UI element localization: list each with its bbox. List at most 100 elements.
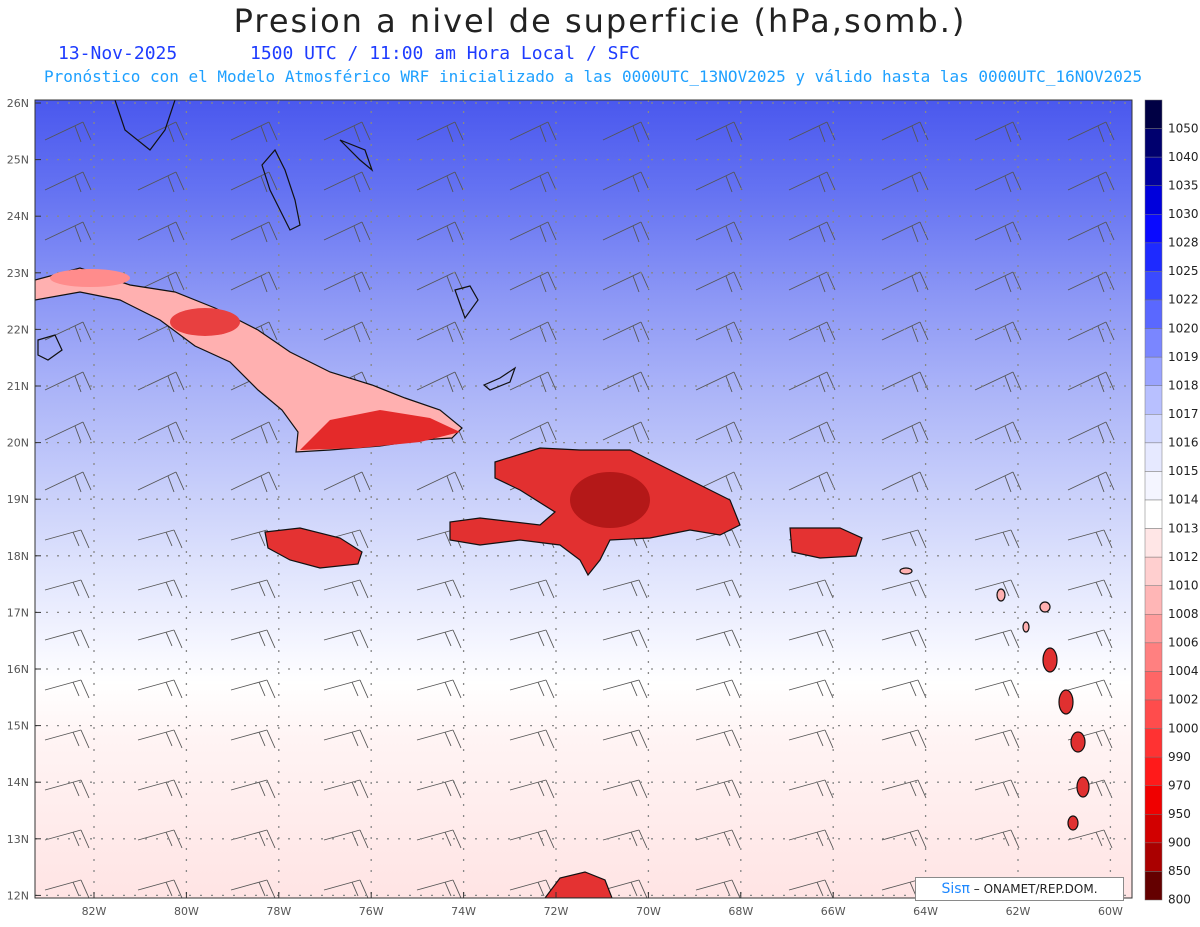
wind-barb bbox=[416, 579, 462, 599]
wind-barb bbox=[44, 471, 92, 493]
wind-barb bbox=[881, 371, 929, 393]
wind-barb bbox=[602, 121, 650, 143]
wind-barb bbox=[602, 579, 648, 599]
wind-barb bbox=[602, 321, 650, 343]
wind-barb bbox=[881, 629, 927, 649]
colorbar-label: 1000 bbox=[1168, 721, 1199, 735]
colorbar-swatch bbox=[1144, 614, 1163, 644]
credit-org: – ONAMET/REP.DOM. bbox=[973, 882, 1098, 896]
lon-label: 68W bbox=[728, 905, 753, 918]
colorbar-label: 1010 bbox=[1168, 578, 1199, 592]
wind-barbs bbox=[44, 121, 1115, 898]
wind-barb bbox=[44, 421, 92, 443]
wind-barb bbox=[881, 829, 927, 849]
wind-barb bbox=[695, 629, 741, 649]
colorbar-swatch bbox=[1144, 156, 1163, 186]
colorbar-label: 850 bbox=[1168, 864, 1191, 878]
jamaica bbox=[264, 527, 363, 569]
wind-barb bbox=[44, 779, 90, 799]
wind-barb bbox=[416, 879, 462, 898]
wind-barb bbox=[509, 371, 557, 393]
colorbar-label: 1016 bbox=[1168, 436, 1199, 450]
wind-barb bbox=[323, 171, 371, 193]
wind-barb bbox=[881, 221, 929, 243]
sispi-logo: Sisπ bbox=[941, 881, 970, 897]
wind-barb bbox=[881, 579, 927, 599]
colorbar-label: 1019 bbox=[1168, 350, 1199, 364]
wind-barb bbox=[602, 729, 648, 749]
wind-barb bbox=[323, 221, 371, 243]
colorbar-label: 950 bbox=[1168, 807, 1191, 821]
colorbar-swatch bbox=[1144, 242, 1163, 272]
credit-box: Sisπ – ONAMET/REP.DOM. bbox=[915, 877, 1124, 901]
wind-barb bbox=[602, 879, 648, 898]
colorbar-swatch bbox=[1144, 499, 1163, 529]
wind-barb bbox=[323, 629, 369, 649]
wind-barb bbox=[44, 679, 90, 699]
wind-barb bbox=[509, 321, 557, 343]
wind-barb bbox=[44, 829, 90, 849]
colorbar-swatch bbox=[1144, 642, 1163, 672]
colorbar-label: 970 bbox=[1168, 778, 1191, 792]
wind-barb bbox=[974, 529, 1020, 549]
lon-label: 66W bbox=[821, 905, 846, 918]
wind-barb bbox=[416, 679, 462, 699]
wind-barb bbox=[1067, 829, 1113, 849]
wind-barb bbox=[137, 579, 183, 599]
south-america bbox=[544, 871, 613, 898]
wind-barb bbox=[974, 421, 1022, 443]
wind-barb bbox=[881, 421, 929, 443]
wind-barb bbox=[323, 579, 369, 599]
wind-barb bbox=[137, 121, 185, 143]
colorbar-swatch bbox=[1144, 185, 1163, 215]
wind-barb bbox=[881, 121, 929, 143]
lat-label: 15N bbox=[7, 720, 29, 733]
wind-barb bbox=[788, 579, 834, 599]
wind-barb bbox=[416, 629, 462, 649]
wind-barb bbox=[881, 779, 927, 799]
wind-barb bbox=[1067, 221, 1115, 243]
wind-barb bbox=[137, 879, 183, 898]
wind-barb bbox=[44, 529, 90, 549]
lon-label: 60W bbox=[1098, 905, 1123, 918]
wind-barb bbox=[881, 321, 929, 343]
puerto-rico bbox=[789, 527, 863, 559]
colorbar-label: 1014 bbox=[1168, 493, 1199, 507]
wind-barb bbox=[323, 271, 371, 293]
wind-barb bbox=[695, 321, 743, 343]
wind-barb bbox=[695, 779, 741, 799]
colorbar-swatch bbox=[1144, 471, 1163, 501]
wind-barb bbox=[974, 221, 1022, 243]
colorbar-swatch bbox=[1144, 728, 1163, 758]
wind-barb bbox=[974, 121, 1022, 143]
colorbar-swatch bbox=[1144, 785, 1163, 815]
colorbar-label: 1012 bbox=[1168, 550, 1199, 564]
colorbar-swatch bbox=[1144, 699, 1163, 729]
wind-barb bbox=[137, 371, 185, 393]
wind-barb bbox=[323, 679, 369, 699]
wind-barb bbox=[602, 629, 648, 649]
colorbar-swatch bbox=[1144, 756, 1163, 786]
lon-label: 70W bbox=[636, 905, 661, 918]
wind-barb bbox=[881, 679, 927, 699]
wind-barb bbox=[230, 779, 276, 799]
wind-barb bbox=[416, 829, 462, 849]
wind-barb bbox=[509, 271, 557, 293]
wind-barb bbox=[974, 471, 1022, 493]
wind-barb bbox=[509, 421, 557, 443]
land-low-pressure bbox=[35, 267, 1090, 898]
wind-barb bbox=[695, 729, 741, 749]
lat-label: 14N bbox=[7, 776, 29, 789]
wind-barb bbox=[602, 679, 648, 699]
colorbar-swatch bbox=[1144, 414, 1163, 444]
wind-barb bbox=[695, 171, 743, 193]
wind-barb bbox=[602, 421, 650, 443]
wind-barb bbox=[137, 471, 185, 493]
wind-barb bbox=[44, 729, 90, 749]
colorbar-swatch bbox=[1144, 299, 1163, 329]
wind-barb bbox=[1067, 471, 1115, 493]
wind-barb bbox=[137, 171, 185, 193]
lat-label: 26N bbox=[7, 97, 29, 110]
wind-barb bbox=[695, 221, 743, 243]
